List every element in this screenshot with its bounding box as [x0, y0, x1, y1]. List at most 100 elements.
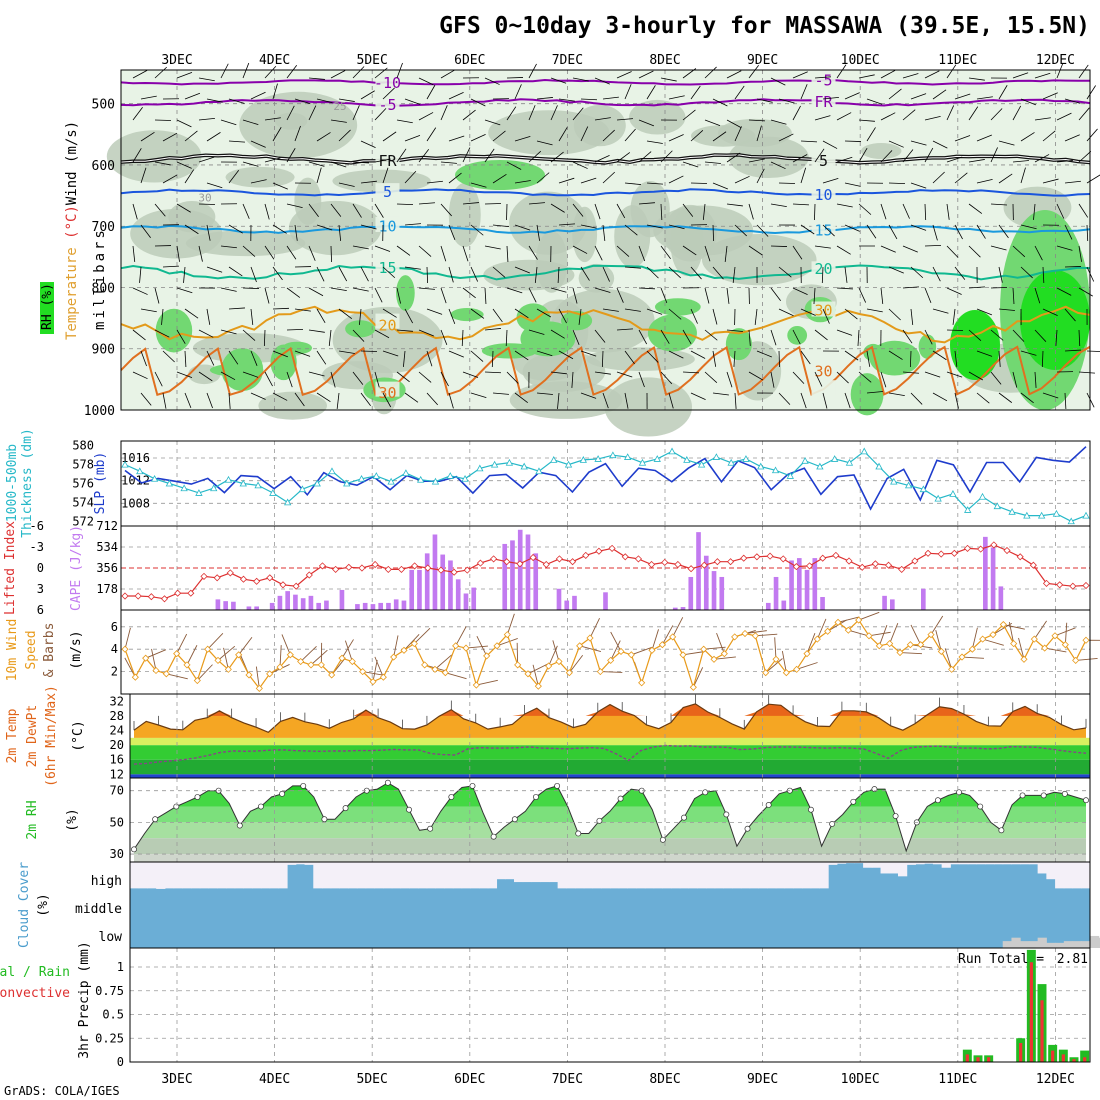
- precip-group: 0 0.25 0.5 0.75 1 Run Total = 2.81 Total / Rain…: [0, 941, 1091, 1069]
- contour-label: 10: [378, 218, 396, 236]
- wind-barb: [888, 308, 901, 321]
- precip-conv-bar: [1061, 1054, 1065, 1062]
- wind-barb: [924, 287, 932, 303]
- li-point: [503, 558, 511, 566]
- cloud-low-bar: [1072, 941, 1082, 948]
- thickness-tick: 576: [72, 477, 94, 491]
- wind-barb: [899, 652, 922, 655]
- rh-patch: [629, 99, 686, 135]
- thickness-point: [550, 456, 558, 463]
- wind-barb: [932, 308, 949, 314]
- wind-barb: [426, 392, 438, 406]
- precip-tick: 0: [117, 1055, 124, 1069]
- wind-tick: 6: [111, 620, 118, 634]
- dewpt-band: [130, 745, 1090, 760]
- wind-barb: [888, 392, 905, 397]
- cloud-high-gap: [723, 862, 733, 889]
- cloud-high-gap: [479, 862, 489, 889]
- temp-area-high: [134, 703, 1086, 716]
- wind-barb: [792, 329, 801, 345]
- wind-barb: [154, 161, 171, 166]
- wind-barb: [382, 308, 397, 318]
- wind-barb: [1020, 224, 1037, 230]
- wind-barb: [602, 129, 615, 142]
- wind-barb: [712, 308, 718, 325]
- cloud-high-gap: [287, 862, 297, 865]
- wind-barb: [616, 371, 633, 378]
- wind-barb: [396, 119, 413, 124]
- cloud-high-gap: [208, 862, 218, 889]
- cloud-high-gap: [592, 862, 602, 889]
- contour-label-bg: [375, 151, 400, 167]
- wind-barb: [888, 88, 902, 100]
- wind-point: [689, 683, 697, 691]
- thickness-point: [668, 447, 676, 455]
- wind-barb: [184, 92, 201, 100]
- wind-barb: [516, 642, 519, 665]
- thickness-point: [283, 498, 292, 506]
- wind-barb: [748, 65, 759, 79]
- wind-barb: [338, 182, 355, 187]
- wind-barb: [1064, 224, 1073, 240]
- slp-ylabel: SLP (mb): [93, 452, 108, 515]
- wind-point: [1041, 644, 1049, 652]
- wind-point: [762, 669, 770, 677]
- wind-barb: [660, 287, 668, 304]
- wind-barb: [704, 245, 711, 262]
- run-total-value: 2.81: [1057, 952, 1088, 967]
- cape-bar: [719, 576, 725, 610]
- wind-barb: [954, 392, 959, 409]
- wind-point: [927, 631, 935, 639]
- wind-point: [710, 655, 718, 663]
- wind-point: [162, 670, 170, 678]
- wind-point: [958, 653, 966, 661]
- thickness-point: [1052, 509, 1061, 517]
- wind-barb: [1064, 349, 1081, 352]
- rh-patch-moist: [396, 275, 415, 311]
- cloud-high-gap: [540, 862, 550, 883]
- wind-barb: [250, 140, 266, 148]
- li-point: [990, 541, 998, 549]
- rh-patch-moist: [654, 298, 701, 316]
- wind-barb: [558, 98, 575, 102]
- rh-patch: [448, 182, 481, 248]
- cape-bar: [293, 594, 298, 610]
- run-total-label: Run Total =: [958, 952, 1044, 967]
- wind-barb: [448, 135, 465, 142]
- wind-barb: [866, 350, 871, 367]
- wind-barb: [858, 287, 867, 303]
- wind-point: [565, 669, 573, 677]
- wind-barb: [888, 266, 904, 274]
- thickness-point: [875, 462, 883, 470]
- wind-barb: [668, 224, 685, 230]
- cloud-high-gap: [618, 862, 628, 889]
- precip-conv-bar: [1083, 1057, 1087, 1062]
- pressure-tick: 700: [92, 220, 115, 235]
- wind-barb: [462, 371, 479, 378]
- rh-point: [152, 816, 159, 823]
- temp-tick: 24: [110, 724, 124, 738]
- wind-barb: [184, 308, 199, 319]
- wind-point: [131, 673, 139, 681]
- wind-barb: [470, 182, 487, 188]
- rh-point: [977, 803, 984, 810]
- wind-barb: [491, 350, 494, 368]
- wind-barb: [880, 112, 896, 121]
- contour-label: -10: [374, 74, 401, 92]
- wind-point: [658, 641, 666, 649]
- cloud-high-gap: [374, 862, 384, 889]
- rh-patch: [551, 289, 655, 353]
- thickness-point: [431, 477, 440, 485]
- wind-barb: [690, 182, 708, 184]
- cape-bar: [285, 591, 290, 610]
- wind-barb: [724, 245, 728, 262]
- wind-barb: [668, 95, 685, 100]
- wind-barb: [536, 350, 553, 357]
- wind-barb: [484, 328, 501, 331]
- upper-air-ylabel: Temperature (°C)Wind (m/s): [64, 121, 80, 340]
- wind-barb: [932, 392, 948, 402]
- wind-point: [328, 671, 336, 679]
- wind-barb: [726, 152, 741, 163]
- wind-barb: [821, 266, 824, 284]
